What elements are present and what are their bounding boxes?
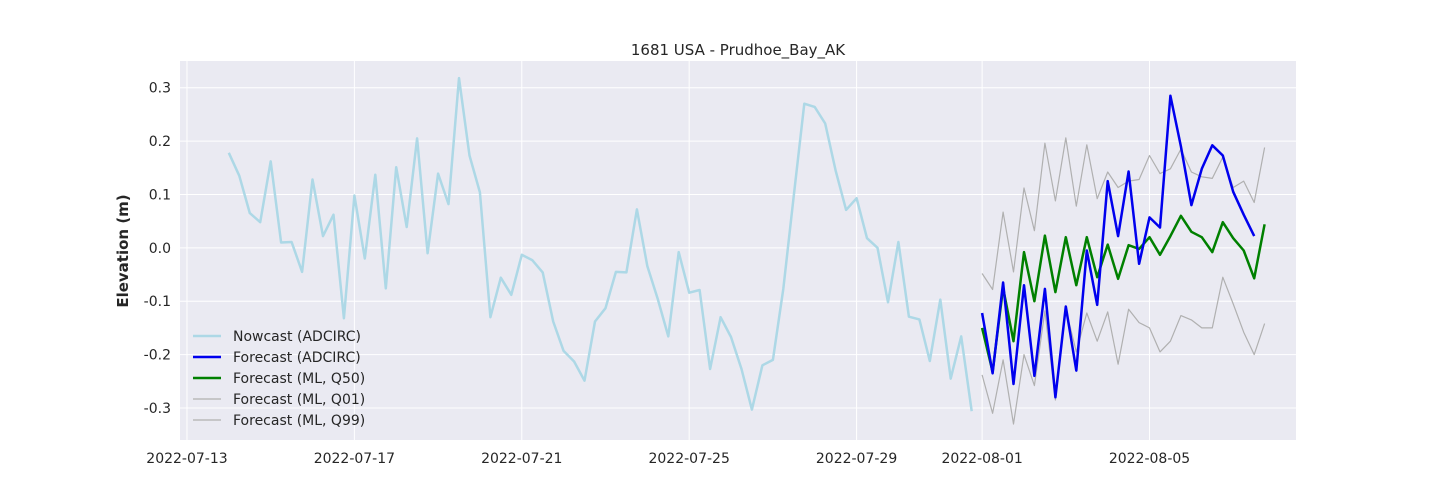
series-line-forecast-ml-q50 [980,214,1266,373]
x-tick-label: 2022-08-01 [941,451,1022,467]
x-tick-label: 2022-08-05 [1109,451,1190,467]
legend: Nowcast (ADCIRC) Forecast (ADCIRC) Forecas… [193,329,365,429]
x-tick-label: 2022-07-13 [146,451,227,467]
legend-entry: Nowcast (ADCIRC) [233,329,361,345]
x-tick-label: 2022-07-21 [481,451,562,467]
y-tick-label: 0.2 [149,134,171,150]
y-tick-label: -0.3 [144,401,171,417]
series-line-nowcast-adcirc [227,76,973,412]
y-tick-label: -0.1 [144,294,171,310]
legend-entry: Forecast (ADCIRC) [233,350,361,366]
y-tick-label: -0.2 [144,348,171,364]
y-tick-labels: -0.3 -0.2 -0.1 0.0 0.1 0.2 0.3 [144,81,171,417]
series-line-forecast-ml-q99 [981,137,1266,291]
legend-entry: Forecast (ML, Q99) [233,413,365,429]
y-axis-label: Elevation (m) [114,194,132,307]
y-tick-label: 0.3 [149,81,171,97]
legend-entry: Forecast (ML, Q01) [233,392,365,408]
y-tick-label: 0.0 [149,241,171,257]
x-tick-label: 2022-07-29 [816,451,897,467]
x-tick-labels: 2022-07-13 2022-07-17 2022-07-21 2022-07-25… [146,451,1190,467]
series-lines [227,76,1266,425]
y-tick-label: 0.1 [149,187,171,203]
x-tick-label: 2022-07-17 [314,451,395,467]
series-line-forecast-ml-q01 [981,276,1266,425]
chart-title: 1681 USA - Prudhoe_Bay_AK [631,41,846,60]
x-tick-label: 2022-07-25 [648,451,729,467]
legend-entry: Forecast (ML, Q50) [233,371,365,387]
series-line-forecast-adcirc [980,94,1256,399]
